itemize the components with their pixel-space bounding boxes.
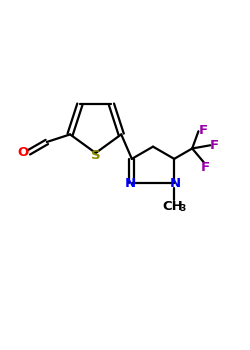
Text: F: F xyxy=(198,124,207,136)
Text: 3: 3 xyxy=(179,204,185,213)
Text: S: S xyxy=(91,149,101,162)
Text: O: O xyxy=(18,146,29,159)
Text: N: N xyxy=(125,177,136,190)
Text: N: N xyxy=(170,177,181,190)
Text: F: F xyxy=(210,139,219,152)
Text: F: F xyxy=(201,161,210,174)
Text: CH: CH xyxy=(162,199,183,212)
